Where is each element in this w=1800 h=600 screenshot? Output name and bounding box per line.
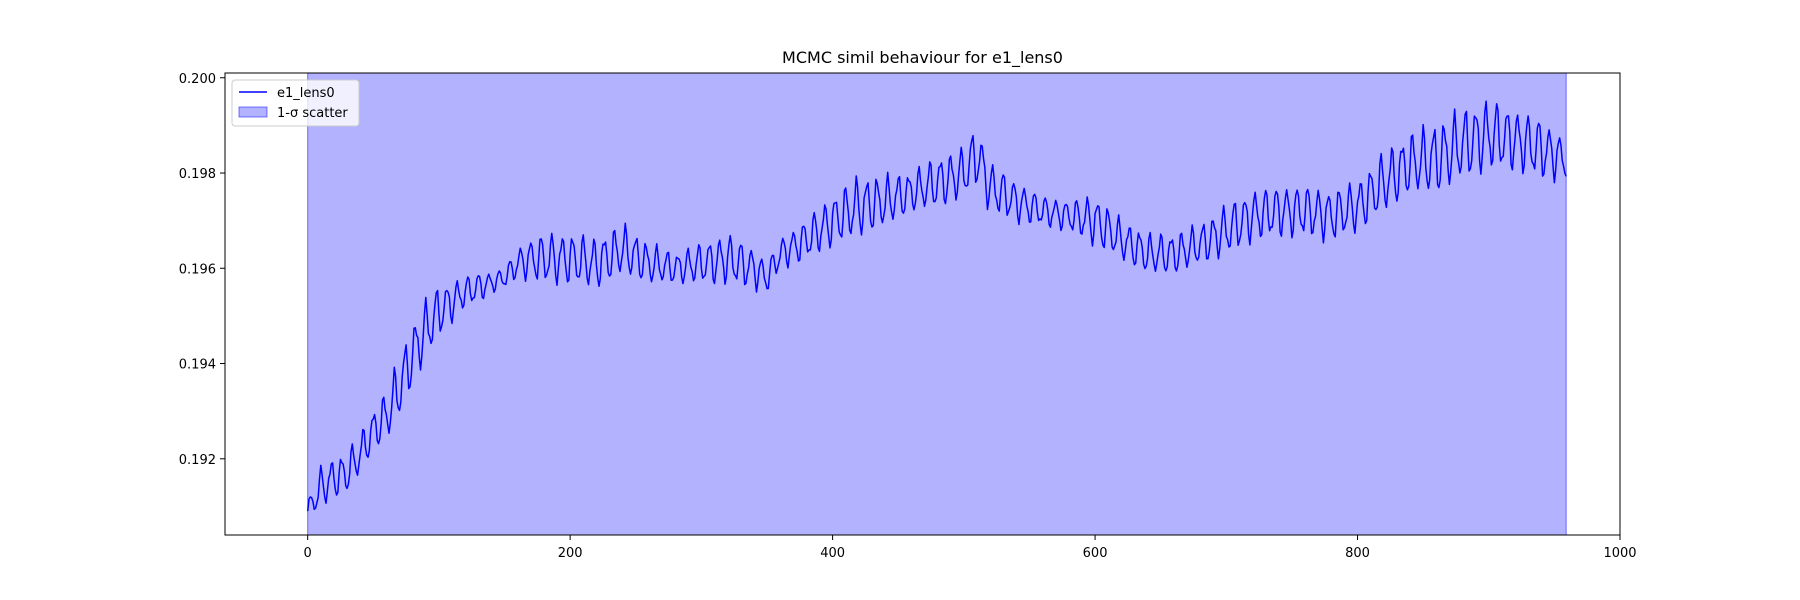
y-tick-label: 0.200 <box>179 72 216 87</box>
x-tick-label: 600 <box>1083 546 1108 561</box>
y-tick-label: 0.198 <box>179 167 216 182</box>
x-tick-label: 1000 <box>1603 546 1636 561</box>
x-tick-label: 200 <box>558 546 583 561</box>
legend-label-line: e1_lens0 <box>277 86 335 101</box>
y-tick-label: 0.192 <box>179 453 216 468</box>
legend-area-swatch <box>238 106 268 118</box>
x-tick-label: 800 <box>1345 546 1370 561</box>
legend-label-scatter: 1-σ scatter <box>277 106 348 121</box>
x-tick-label: 0 <box>304 546 312 561</box>
scatter-band-layer <box>307 72 1567 536</box>
y-tick-label: 0.196 <box>179 262 216 277</box>
series-line-layer <box>306 100 1567 512</box>
y-tick-label: 0.194 <box>179 358 216 373</box>
chart-title: MCMC simil behaviour for e1_lens0 <box>782 48 1063 68</box>
scatter-band <box>307 72 1567 536</box>
axes-frame <box>224 72 1621 536</box>
y-axis: 0.192 0.194 0.196 0.198 0.200 <box>179 72 225 468</box>
x-axis: 0 200 400 600 800 1000 <box>304 535 1637 561</box>
legend: e1_lens0 1-σ scatter <box>231 79 360 127</box>
x-tick-label: 400 <box>820 546 845 561</box>
series-line-e1-lens0 <box>306 100 1567 512</box>
